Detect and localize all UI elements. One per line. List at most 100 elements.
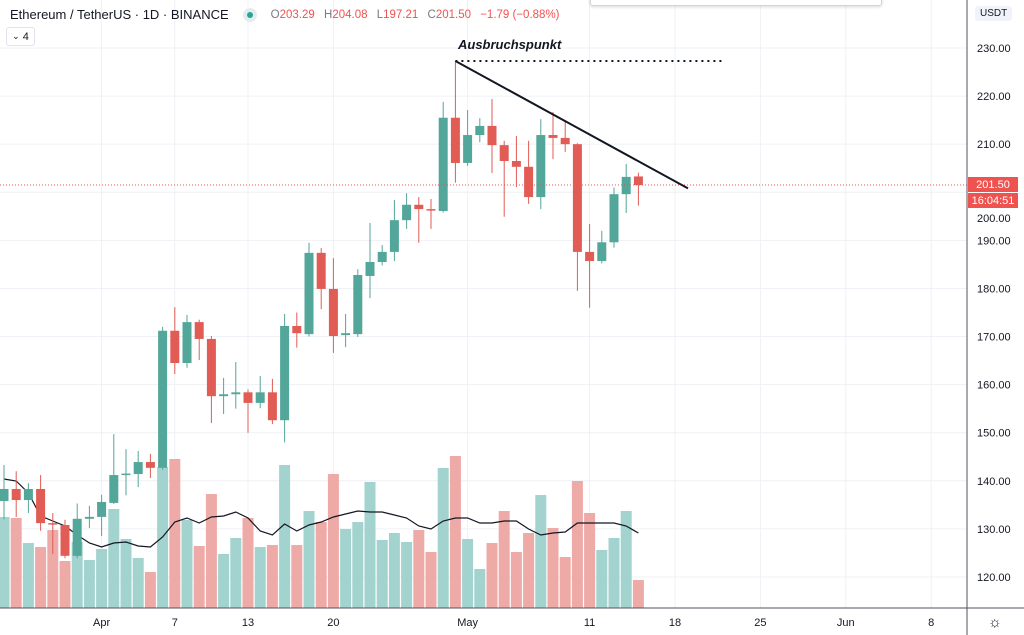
high-value: 204.08 xyxy=(332,8,368,21)
volume-bar xyxy=(108,509,120,608)
x-tick-label: May xyxy=(457,617,478,629)
y-tick-label: 230.00 xyxy=(977,43,1011,55)
market-status-dot-icon xyxy=(242,7,257,22)
volume-bar xyxy=(498,511,510,608)
candle-body xyxy=(97,501,107,517)
ohlc-values: O203.29 H204.08 L197.21 C201.50 −1.79 (−… xyxy=(271,9,566,21)
candle xyxy=(11,471,21,517)
y-tick-label: 180.00 xyxy=(977,283,1011,295)
low-value: 197.21 xyxy=(383,8,419,21)
volume-bar xyxy=(571,481,583,608)
y-tick-label: 220.00 xyxy=(977,91,1011,103)
volume-bar xyxy=(0,517,10,608)
candle-body xyxy=(438,117,448,212)
volume-bar xyxy=(218,554,230,608)
candle xyxy=(206,336,216,424)
annotation-text[interactable]: Ausbruchspunkt xyxy=(458,37,562,52)
volume-bar xyxy=(596,550,608,608)
x-tick-label: 25 xyxy=(754,617,766,629)
volume-bar xyxy=(120,539,132,608)
candle-body xyxy=(426,209,436,211)
volume-bar xyxy=(632,580,644,608)
candle xyxy=(341,313,351,348)
y-tick-label: 150.00 xyxy=(977,428,1011,440)
close-label: C xyxy=(427,8,436,21)
candle-body xyxy=(11,488,21,501)
volume-bar xyxy=(486,543,498,608)
close-value: 201.50 xyxy=(435,8,472,21)
volume-bar xyxy=(352,522,364,608)
volume-bar xyxy=(230,538,242,608)
candle-body xyxy=(524,166,534,198)
volume-bar xyxy=(279,465,291,608)
candle xyxy=(133,450,143,488)
candle-body xyxy=(60,525,70,556)
volume-bar xyxy=(608,538,620,608)
symbol-title[interactable]: Ethereum / TetherUS · 1D · BINANCE xyxy=(10,7,229,22)
volume-bar xyxy=(71,542,83,608)
candle-body xyxy=(243,392,253,403)
volume-bar xyxy=(10,518,22,608)
candle-body xyxy=(158,330,168,468)
volume-bar xyxy=(449,456,461,608)
volume-bar xyxy=(193,546,205,608)
candle xyxy=(572,143,582,291)
candle xyxy=(231,362,241,409)
high-label: H xyxy=(324,8,333,21)
volume-bar xyxy=(559,557,571,608)
candle-body xyxy=(450,117,460,163)
volume-bar xyxy=(547,528,559,608)
candle-body xyxy=(292,325,302,334)
y-tick-label: 120.00 xyxy=(977,572,1011,584)
candle-body xyxy=(633,176,643,186)
candle-body xyxy=(206,338,216,397)
open-value: 203.29 xyxy=(279,8,315,21)
candle-body xyxy=(194,322,204,339)
candle xyxy=(402,193,412,229)
volume-bar xyxy=(303,511,315,608)
y-tick-label: 190.00 xyxy=(977,235,1011,247)
candle-body xyxy=(365,262,375,276)
candle xyxy=(48,513,58,554)
candle-body xyxy=(219,394,229,397)
volume-bar xyxy=(132,558,144,608)
floating-toolbar[interactable] xyxy=(590,0,882,6)
candle xyxy=(170,307,180,375)
candle-body xyxy=(23,488,33,501)
currency-label[interactable]: USDT xyxy=(975,6,1013,21)
y-tick-label: 200.00 xyxy=(977,213,1011,225)
y-tick-label: 140.00 xyxy=(977,476,1011,488)
candle xyxy=(597,230,607,264)
candle-body xyxy=(585,251,595,262)
candle xyxy=(511,136,521,187)
volume-bar xyxy=(510,552,522,608)
volume-bar xyxy=(315,522,327,608)
candle xyxy=(255,375,265,409)
indicators-collapse-button[interactable]: ⌄ 4 xyxy=(6,27,35,46)
gear-icon[interactable]: ☼ xyxy=(988,614,1002,631)
candle xyxy=(316,248,326,310)
volume-ma-line xyxy=(3,478,639,548)
volume-bar xyxy=(181,520,193,608)
volume-bar xyxy=(462,539,474,608)
y-tick-label: 130.00 xyxy=(977,524,1011,536)
candle-body xyxy=(414,204,424,210)
candle-body xyxy=(463,135,473,163)
volume-bar xyxy=(327,474,339,608)
candle xyxy=(304,242,314,337)
volume-bar xyxy=(376,540,388,608)
candle xyxy=(414,197,424,243)
volume-bar xyxy=(474,569,486,608)
candle xyxy=(84,505,94,528)
candle xyxy=(36,475,46,531)
candle-body xyxy=(84,516,94,519)
trendline xyxy=(454,60,689,190)
volume-bar xyxy=(413,530,425,608)
volume-bar xyxy=(242,518,254,608)
candle xyxy=(560,120,570,152)
y-tick-label: 160.00 xyxy=(977,380,1011,392)
candle-body xyxy=(560,137,570,145)
candle-body xyxy=(231,392,241,395)
volume-bar xyxy=(83,560,95,608)
